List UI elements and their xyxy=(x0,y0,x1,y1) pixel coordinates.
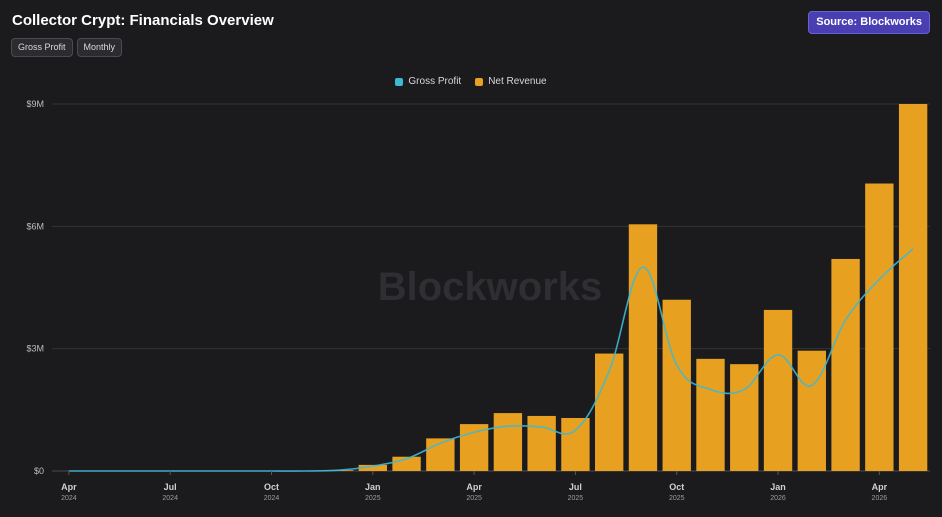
x-tick-month: Apr xyxy=(466,482,482,492)
net-revenue-bar xyxy=(628,224,658,471)
net-revenue-bar xyxy=(865,183,894,471)
x-tick-year: 2026 xyxy=(770,495,786,502)
x-tick-year: 2025 xyxy=(365,495,381,502)
net-revenue-bar xyxy=(493,413,523,471)
x-tick-year: 2026 xyxy=(872,495,888,502)
bar-series xyxy=(324,104,928,471)
x-tick-month: Oct xyxy=(669,482,684,492)
y-tick-label: $9M xyxy=(26,99,44,109)
legend-label-gross-profit: Gross Profit xyxy=(408,76,462,87)
y-tick-label: $6M xyxy=(26,221,44,231)
net-revenue-bar xyxy=(831,258,860,471)
watermark-text: Blockworks xyxy=(378,265,603,309)
net-revenue-bar xyxy=(358,464,387,471)
x-tick-year: 2025 xyxy=(466,495,482,502)
net-revenue-bar xyxy=(459,424,489,471)
x-tick-year: 2025 xyxy=(669,495,685,502)
chart-legend: Gross Profit Net Revenue xyxy=(0,76,942,87)
net-revenue-swatch xyxy=(475,77,484,86)
net-revenue-bar xyxy=(730,364,759,471)
x-tick-month: Jul xyxy=(569,482,582,492)
chip-metric[interactable]: Gross Profit xyxy=(11,38,73,57)
x-tick-year: 2024 xyxy=(162,495,178,502)
filter-chips: Gross Profit Monthly xyxy=(11,38,123,57)
net-revenue-bar xyxy=(527,415,556,471)
x-axis: Apr 2024 Jul 2024 Oct 2024 Jan 2025 Apr 2025 Jul 20… xyxy=(61,471,888,502)
line-series xyxy=(68,248,914,472)
x-tick-year: 2025 xyxy=(568,495,584,502)
source-button[interactable]: Source: Blockworks xyxy=(808,11,930,34)
net-revenue-bar xyxy=(898,104,928,471)
gross-profit-line xyxy=(68,248,914,472)
net-revenue-bar xyxy=(797,350,826,471)
chip-interval[interactable]: Monthly xyxy=(76,38,123,57)
x-tick-month: Jan xyxy=(770,482,786,492)
legend-label-net-revenue: Net Revenue xyxy=(488,76,547,87)
x-tick-year: 2024 xyxy=(61,495,77,502)
net-revenue-bar xyxy=(696,358,725,471)
x-tick-month: Jan xyxy=(365,482,381,492)
y-tick-label: $3M xyxy=(26,344,44,354)
y-axis: $0 $3M $6M $9M xyxy=(26,99,44,476)
x-tick-month: Apr xyxy=(872,482,888,492)
net-revenue-bar xyxy=(763,309,793,471)
legend-item-gross-profit[interactable]: Gross Profit xyxy=(395,76,461,87)
x-tick-month: Oct xyxy=(264,482,279,492)
net-revenue-bar xyxy=(561,417,590,471)
y-tick-label: $0 xyxy=(34,466,44,476)
x-tick-year: 2024 xyxy=(264,495,280,502)
net-revenue-bar xyxy=(662,299,691,471)
gross-profit-swatch xyxy=(395,77,404,86)
x-tick-month: Apr xyxy=(61,482,77,492)
legend-item-net-revenue[interactable]: Net Revenue xyxy=(475,76,547,87)
x-tick-month: Jul xyxy=(164,482,177,492)
page-title: Collector Crypt: Financials Overview xyxy=(12,12,274,29)
